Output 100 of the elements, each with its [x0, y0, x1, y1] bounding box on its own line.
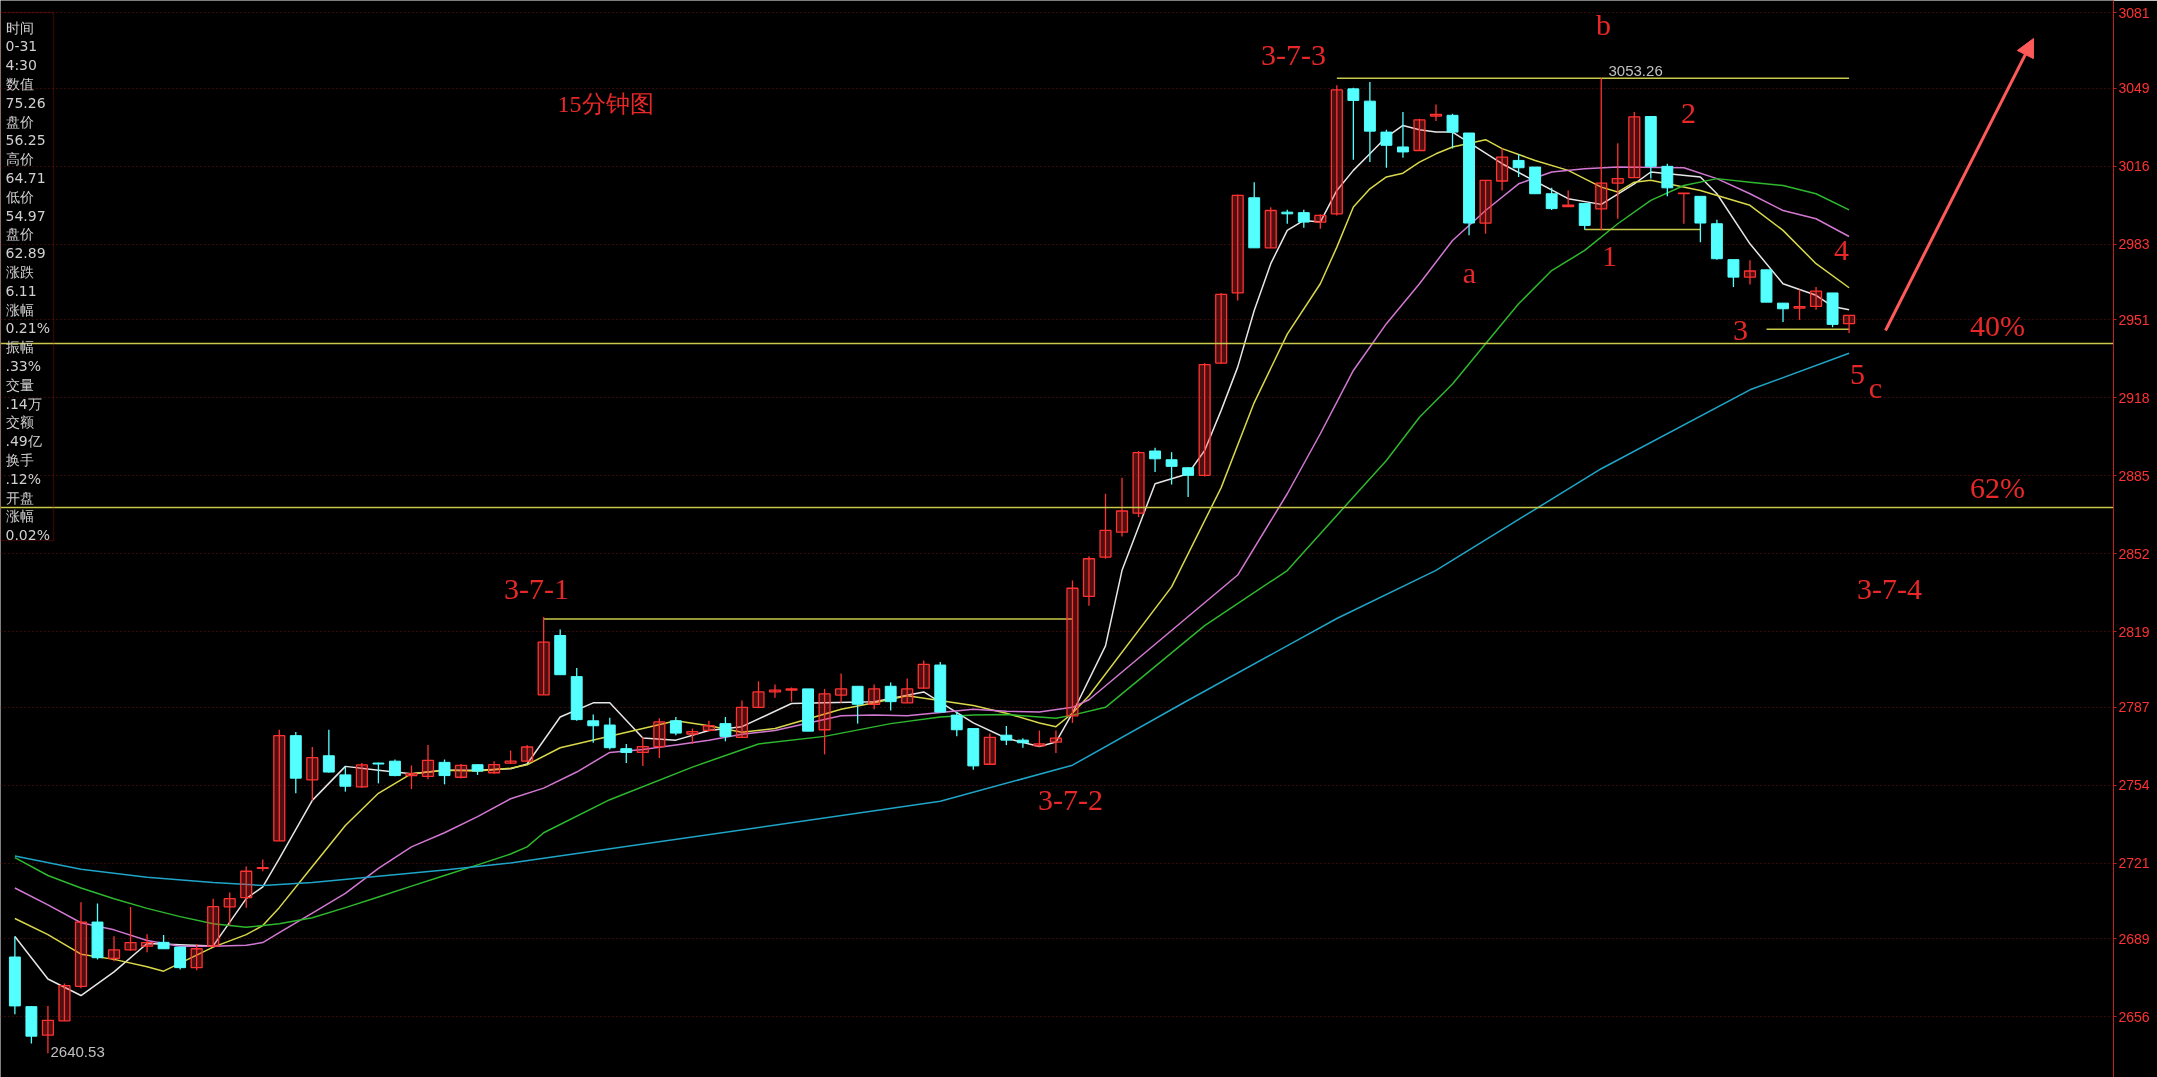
annotation: 2640.53	[50, 1042, 105, 1060]
candlestick	[1545, 187, 1558, 211]
candlestick	[537, 616, 550, 696]
annotation: 盘价	[5, 226, 34, 243]
candlestick	[1347, 87, 1360, 161]
candlestick	[1793, 289, 1806, 321]
annotation: 3-7-3	[1261, 38, 1326, 71]
candlestick	[901, 677, 914, 704]
candlestick	[1727, 259, 1740, 288]
candlestick	[1000, 725, 1013, 746]
annotation: 64.71	[5, 169, 46, 186]
annotation: .14万	[5, 395, 42, 412]
candlestick	[868, 683, 881, 710]
candlestick	[1066, 579, 1079, 724]
candlestick	[983, 732, 996, 765]
candlestick	[240, 865, 253, 909]
candlestick	[355, 762, 368, 789]
candlestick	[1777, 302, 1789, 323]
y-tick-label: 2918	[2118, 389, 2150, 406]
y-tick-label: 2885	[2118, 467, 2150, 484]
annotation: 0.21%	[5, 320, 50, 337]
candlestick	[620, 743, 633, 764]
candlestick	[1809, 286, 1823, 311]
annotation: 交量	[5, 376, 34, 393]
candlestick	[884, 681, 897, 712]
candlestick	[1396, 111, 1409, 159]
candlestick	[1165, 451, 1178, 486]
candlestick	[124, 906, 137, 952]
text: 40%	[1970, 309, 2025, 342]
candlestick	[339, 765, 352, 793]
candlestick	[1628, 111, 1641, 179]
candlestick	[421, 744, 435, 780]
candlestick	[603, 717, 616, 751]
annotation: 数值	[5, 75, 34, 92]
text: c	[1868, 371, 1883, 404]
candlestick	[1429, 103, 1443, 122]
annotation: .49亿	[5, 433, 42, 450]
candlestick	[752, 680, 765, 709]
annotation: 涨幅	[5, 508, 34, 525]
y-tick-label: 2689	[2118, 930, 2150, 947]
candlestick	[1661, 163, 1674, 197]
y-tick-label: 3016	[2118, 158, 2150, 175]
candlestick	[438, 758, 451, 785]
candlestick	[1115, 477, 1129, 538]
candlestick	[917, 659, 930, 690]
annotation: 开盘	[5, 489, 34, 506]
annotation: 62.89	[5, 245, 46, 262]
candlestick	[669, 716, 682, 736]
candlestick	[372, 761, 385, 785]
candlestick	[1843, 314, 1856, 334]
candlestick	[768, 683, 782, 699]
candlestick	[190, 943, 203, 971]
candlestick	[74, 901, 88, 989]
annotation: 5	[1850, 357, 1865, 390]
annotation: 3-7-2	[1038, 783, 1103, 816]
annotation: b	[1596, 8, 1611, 41]
annotation: 时间	[5, 19, 34, 36]
candlestick	[1611, 142, 1624, 220]
annotation: 低价	[5, 188, 34, 205]
annotation: .33%	[5, 357, 42, 374]
annotation: 0.02%	[5, 527, 50, 544]
candlestick	[818, 688, 831, 755]
candlestick	[107, 935, 121, 962]
candlestick	[1049, 729, 1063, 754]
candlestick	[1413, 118, 1426, 152]
candlestick	[851, 685, 864, 725]
y-tick-label: 2656	[2118, 1008, 2150, 1025]
y-tick-label: 2819	[2118, 623, 2150, 640]
candlestick	[273, 729, 286, 842]
candlestick	[487, 760, 501, 775]
annotation: 高价	[5, 151, 34, 168]
annotation: 涨幅	[5, 301, 34, 318]
candlestick	[653, 717, 666, 759]
candlestick	[306, 746, 319, 802]
candlestick	[835, 672, 848, 704]
candlestick	[207, 898, 220, 948]
candlestick	[1082, 555, 1096, 607]
candlestick	[1743, 259, 1757, 286]
candlestick	[1215, 292, 1228, 365]
candlestick	[1182, 466, 1195, 498]
annotation: 换手	[5, 451, 34, 468]
annotation: 1	[1602, 239, 1617, 272]
annotation: 3	[1733, 313, 1748, 346]
candlestick	[521, 744, 534, 763]
candlestick	[636, 736, 649, 767]
y-tick-label: 2787	[2118, 699, 2150, 716]
annotation: a	[1462, 256, 1477, 289]
annotation: 交额	[5, 414, 34, 431]
annotation: 3-7-1	[504, 572, 569, 605]
candlestick	[702, 720, 716, 732]
candlestick	[1231, 193, 1244, 302]
y-tick-label: 2983	[2118, 236, 2150, 253]
candlestick	[58, 982, 71, 1022]
text: 15分钟图	[557, 90, 654, 117]
candlestick	[223, 891, 236, 927]
y-tick-label: 3081	[2118, 4, 2150, 21]
candlestick	[1512, 153, 1525, 178]
candlestick	[719, 716, 732, 742]
candlestick	[950, 711, 963, 737]
candlestick	[587, 713, 600, 744]
